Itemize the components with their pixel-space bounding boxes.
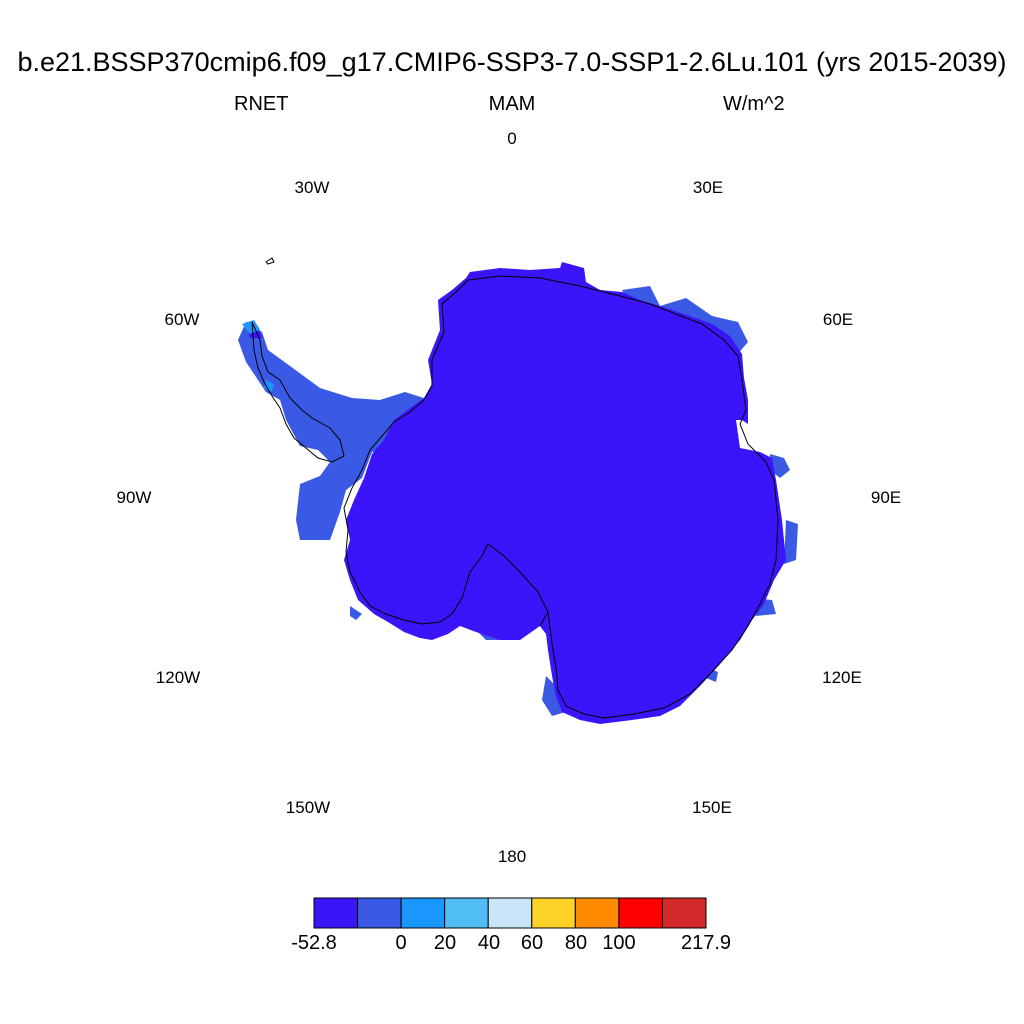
colorbar-label-0: 0: [395, 932, 407, 954]
colorbar-label-max: 217.9: [680, 932, 732, 954]
lon-label-90e: 90E: [870, 488, 902, 507]
plot-title: b.e21.BSSP370cmip6.f09_g17.CMIP6-SSP3-7.…: [17, 47, 1007, 77]
lon-label-150e: 150E: [692, 798, 732, 817]
colorbar-swatch: [661, 897, 707, 929]
colorbar-label-min: -52.8: [291, 932, 337, 954]
lon-label-90w: 90W: [116, 488, 152, 507]
colorbar-swatch: [531, 897, 576, 929]
colorbar-label-100: 100: [602, 932, 636, 954]
variable-label: RNET: [234, 93, 289, 115]
colorbar-swatch: [357, 897, 402, 929]
colorbar-label-20: 20: [433, 932, 457, 954]
colorbar-swatch: [444, 897, 489, 929]
lon-label-30e: 30E: [692, 178, 724, 197]
colorbar-label-80: 80: [564, 932, 588, 954]
colorbar-swatch: [574, 897, 620, 929]
lon-label-60e: 60E: [822, 310, 854, 329]
units-label: W/m^2: [723, 93, 785, 115]
colorbar-swatch: [313, 897, 359, 929]
lon-label-120w: 120W: [155, 668, 201, 687]
coastlines: [251, 257, 779, 719]
lon-label-60w: 60W: [164, 310, 200, 329]
colorbar-swatch: [618, 897, 663, 929]
colorbar-label-40: 40: [477, 932, 501, 954]
lon-label-30w: 30W: [294, 178, 330, 197]
lon-label-150w: 150W: [285, 798, 331, 817]
lon-label-180: 180: [497, 847, 527, 866]
lon-label-120e: 120E: [822, 668, 862, 687]
lon-label-0: 0: [507, 129, 517, 148]
colorbar-swatch: [400, 897, 446, 929]
season-label: MAM: [488, 93, 536, 115]
colorbar-label-60: 60: [520, 932, 544, 954]
colorbar-swatch: [487, 897, 533, 929]
